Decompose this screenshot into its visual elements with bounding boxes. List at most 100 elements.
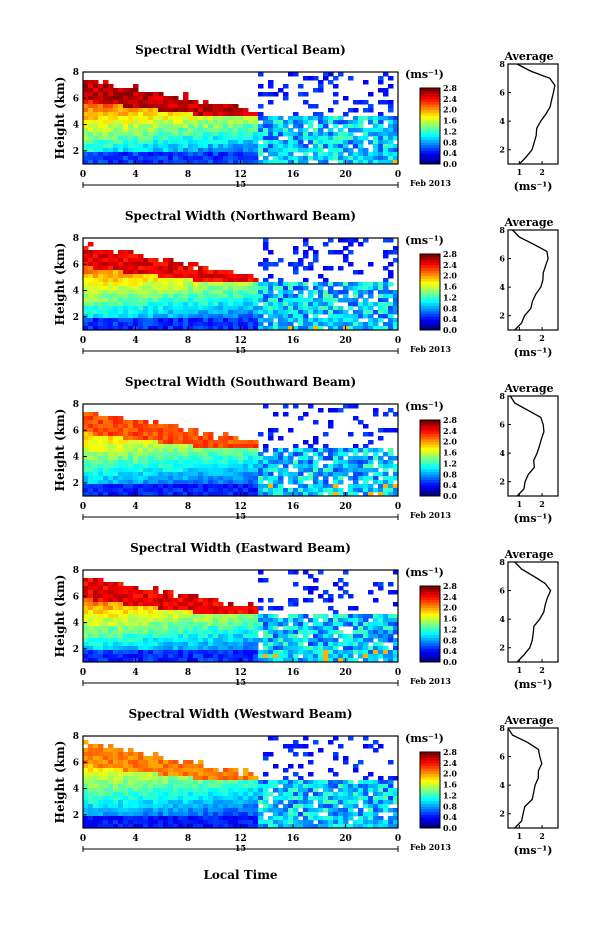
colorbar — [420, 586, 440, 662]
heatmap-cell — [218, 144, 224, 149]
heatmap-cell — [83, 796, 89, 801]
heatmap-cell — [363, 310, 369, 315]
heatmap-cell — [198, 436, 204, 441]
heatmap-cell — [108, 654, 114, 659]
heatmap-cell — [343, 96, 349, 101]
heatmap-cell — [318, 310, 324, 315]
average-profile-line — [517, 64, 555, 164]
panel-3: Spectral Width (Southward Beam)Height (k… — [53, 375, 558, 525]
heatmap-cell — [168, 440, 174, 445]
heatmap-cell — [383, 302, 389, 307]
heatmap-cell — [88, 614, 94, 619]
heatmap-cell — [223, 314, 229, 319]
colorbar-step — [420, 627, 440, 630]
heatmap-cell — [218, 654, 224, 659]
heatmap-cell — [308, 618, 314, 623]
heatmap-cell — [203, 622, 209, 627]
heatmap-cell — [208, 638, 214, 643]
heatmap-cell — [358, 460, 364, 465]
heatmap-cell — [298, 258, 304, 263]
heatmap-cell — [173, 124, 179, 129]
heatmap-cell — [163, 448, 169, 453]
heatmap-cell — [288, 748, 294, 753]
colorbar-step — [420, 314, 440, 317]
heatmap-cell — [198, 108, 204, 113]
y-tick-label: 4 — [73, 453, 79, 463]
heatmap-cell — [118, 780, 124, 785]
heatmap-cell — [373, 140, 379, 145]
heatmap-cell — [158, 594, 164, 599]
heatmap-cell — [268, 318, 274, 323]
heatmap-cell — [138, 140, 144, 145]
heatmap-cell — [278, 128, 284, 133]
heatmap-cell — [183, 760, 189, 765]
heatmap-cell — [98, 598, 104, 603]
heatmap-cell — [118, 282, 124, 287]
heatmap-cell — [138, 290, 144, 295]
heatmap-cell — [278, 460, 284, 465]
colorbar — [420, 254, 440, 330]
heatmap-cell — [288, 322, 294, 327]
heatmap-cell — [343, 112, 349, 117]
heatmap-cell — [153, 586, 159, 591]
heatmap-cell — [143, 760, 149, 765]
heatmap-cell — [143, 452, 149, 457]
colorbar-step — [420, 115, 440, 118]
heatmap-cell — [308, 752, 314, 757]
heatmap-cell — [278, 630, 284, 635]
heatmap-cell — [208, 302, 214, 307]
heatmap-cell — [233, 440, 239, 445]
heatmap-cell — [363, 642, 369, 647]
heatmap-cell — [278, 302, 284, 307]
heatmap-cell — [233, 464, 239, 469]
colorbar-step — [420, 96, 440, 99]
heatmap-cell — [373, 472, 379, 477]
heatmap-cell — [103, 614, 109, 619]
heatmap-cell — [343, 132, 349, 137]
heatmap-cell — [238, 630, 244, 635]
colorbar-step — [420, 278, 440, 281]
heatmap-cell — [178, 488, 184, 493]
heatmap-cell — [173, 286, 179, 291]
heatmap-cell — [383, 468, 389, 473]
heatmap-cell — [123, 804, 129, 809]
heatmap-cell — [123, 144, 129, 149]
heatmap-cell — [273, 282, 279, 287]
heatmap-cell — [368, 654, 374, 659]
heatmap-cell — [108, 444, 114, 449]
heatmap-cell — [88, 650, 94, 655]
heatmap-cell — [283, 638, 289, 643]
heatmap-cell — [273, 468, 279, 473]
heatmap-cell — [233, 108, 239, 113]
heatmap-cell — [328, 286, 334, 291]
heatmap-cell — [193, 610, 199, 615]
heatmap-cell — [128, 448, 134, 453]
heatmap-cell — [183, 792, 189, 797]
heatmap-cell — [178, 100, 184, 105]
heatmap-cell — [83, 816, 89, 821]
y-tick-label: 4 — [73, 121, 79, 131]
heatmap-cell — [338, 642, 344, 647]
heatmap-cell — [243, 772, 249, 777]
heatmap-cell — [203, 796, 209, 801]
heatmap-cell — [158, 800, 164, 805]
heatmap-cell — [313, 302, 319, 307]
heatmap-cell — [138, 136, 144, 141]
heatmap-cell — [283, 310, 289, 315]
heatmap-cell — [158, 646, 164, 651]
heatmap-cell — [193, 816, 199, 821]
heatmap-cell — [93, 452, 99, 457]
heatmap-cell — [303, 238, 309, 243]
heatmap-cell — [203, 152, 209, 157]
heatmap-cell — [133, 286, 139, 291]
heatmap-cell — [353, 650, 359, 655]
heatmap-cell — [378, 314, 384, 319]
heatmap-cell — [218, 444, 224, 449]
heatmap-cell — [148, 294, 154, 299]
heatmap-cell — [163, 132, 169, 137]
heatmap-cell — [223, 132, 229, 137]
heatmap-cell — [373, 448, 379, 453]
heatmap-cell — [163, 642, 169, 647]
average-title: Average — [503, 50, 553, 63]
